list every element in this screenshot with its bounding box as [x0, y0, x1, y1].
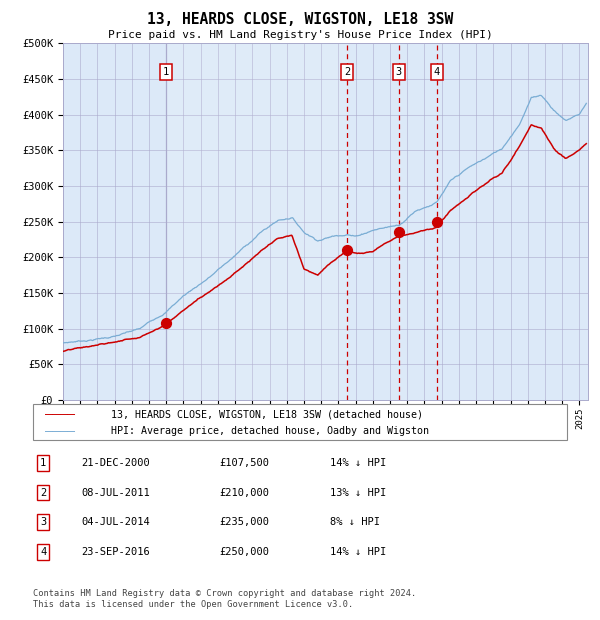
Text: 2: 2: [40, 487, 46, 497]
Point: [343, 246, 352, 255]
Text: 04-JUL-2014: 04-JUL-2014: [81, 517, 150, 527]
Text: £250,000: £250,000: [219, 547, 269, 557]
Text: £107,500: £107,500: [219, 458, 269, 467]
Text: 1: 1: [163, 67, 169, 77]
Text: 8% ↓ HPI: 8% ↓ HPI: [330, 517, 380, 527]
Text: 4: 4: [434, 67, 440, 77]
Text: 3: 3: [396, 67, 402, 77]
Text: 23-SEP-2016: 23-SEP-2016: [81, 547, 150, 557]
Text: Price paid vs. HM Land Registry's House Price Index (HPI): Price paid vs. HM Land Registry's House …: [107, 30, 493, 40]
Text: 14% ↓ HPI: 14% ↓ HPI: [330, 458, 386, 467]
Point: [432, 217, 442, 227]
Point: [394, 228, 404, 237]
Text: £210,000: £210,000: [219, 487, 269, 497]
Text: £235,000: £235,000: [219, 517, 269, 527]
Bar: [166, 43, 347, 400]
Text: 13, HEARDS CLOSE, WIGSTON, LE18 3SW: 13, HEARDS CLOSE, WIGSTON, LE18 3SW: [147, 12, 453, 27]
Text: 21-DEC-2000: 21-DEC-2000: [81, 458, 150, 467]
Text: ————: ————: [45, 425, 75, 438]
Text: 2: 2: [344, 67, 350, 77]
Text: 08-JUL-2011: 08-JUL-2011: [81, 487, 150, 497]
Text: Contains HM Land Registry data © Crown copyright and database right 2024.
This d: Contains HM Land Registry data © Crown c…: [33, 590, 416, 609]
Text: HPI: Average price, detached house, Oadby and Wigston: HPI: Average price, detached house, Oadb…: [111, 426, 429, 436]
Text: 13, HEARDS CLOSE, WIGSTON, LE18 3SW (detached house): 13, HEARDS CLOSE, WIGSTON, LE18 3SW (det…: [111, 409, 423, 419]
Text: 1: 1: [40, 458, 46, 467]
Text: ————: ————: [45, 408, 75, 421]
Text: 4: 4: [40, 547, 46, 557]
Text: 14% ↓ HPI: 14% ↓ HPI: [330, 547, 386, 557]
Text: 3: 3: [40, 517, 46, 527]
Text: 13% ↓ HPI: 13% ↓ HPI: [330, 487, 386, 497]
Point: [161, 318, 170, 328]
